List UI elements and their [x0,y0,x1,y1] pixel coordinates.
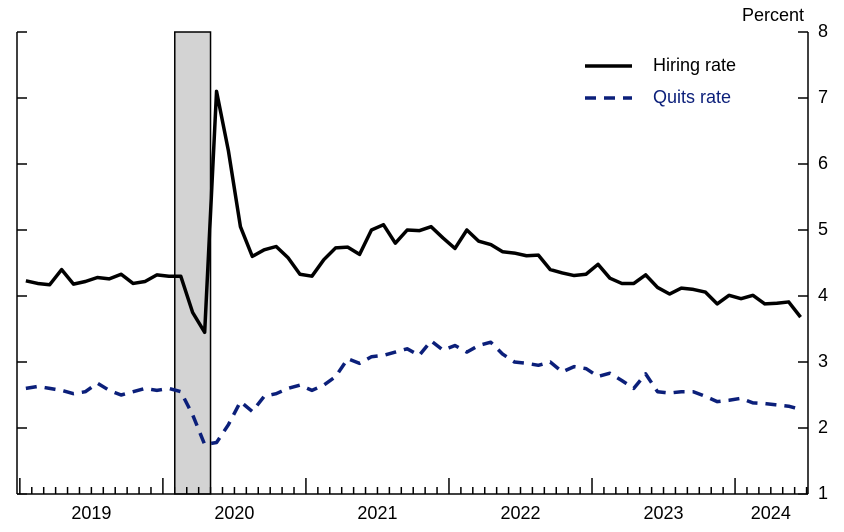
legend-label: Hiring rate [653,55,736,75]
x-tick-label: 2020 [214,503,254,523]
x-tick-label: 2019 [71,503,111,523]
y-tick-label: 3 [818,351,828,371]
y-tick-label: 8 [818,21,828,41]
legend-label: Quits rate [653,87,731,107]
line-series [25,339,802,447]
y-tick-label: 6 [818,153,828,173]
y-tick-label: 5 [818,219,828,239]
x-tick-label: 2022 [500,503,540,523]
line-series [25,89,802,335]
y-tick-label: 4 [818,285,828,305]
y-axis-label: Percent [742,5,804,25]
x-tick-label: 2024 [751,503,791,523]
y-tick-label: 7 [818,87,828,107]
y-tick-label: 1 [818,483,828,503]
y-tick-label: 2 [818,417,828,437]
shaded-period [174,31,212,495]
x-tick-label: 2023 [644,503,684,523]
x-tick-label: 2021 [357,503,397,523]
